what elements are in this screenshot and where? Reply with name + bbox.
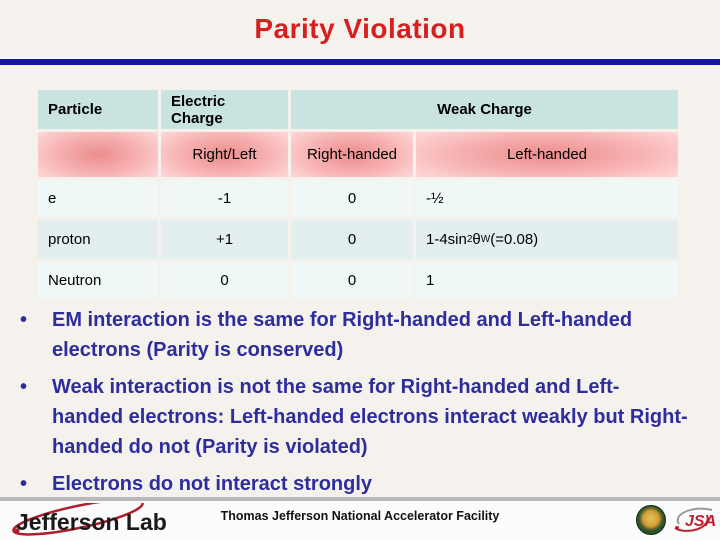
formula-prefix: 1-4sin [426, 231, 467, 248]
bullet-marker: • [20, 376, 28, 398]
subheader-blank [38, 132, 158, 177]
table-row-e-electric: -1 [161, 180, 288, 217]
jsa-logo-text: JSA [685, 513, 716, 530]
jefferson-lab-logo: Jefferson Lab [12, 503, 167, 536]
table-row-neutron-weak-right: 0 [291, 262, 413, 298]
table-row-proton-particle: proton [38, 220, 158, 259]
col-header-particle: Particle [38, 90, 158, 129]
table-row-proton-weak-right: 0 [291, 220, 413, 259]
table-row-neutron-particle: Neutron [38, 262, 158, 298]
bullet-item-electrons-strong: • Electrons do not interact strongly [14, 469, 710, 499]
table-row-e-weak-right: 0 [291, 180, 413, 217]
subheader-right-handed: Right-handed [291, 132, 413, 177]
jlab-orbit-dot-icon [14, 528, 20, 534]
table-row-e-weak-left: -½ [416, 180, 678, 217]
jsa-swoosh-gray-icon [676, 507, 713, 525]
footer: Jefferson Lab Thomas Jefferson National … [0, 501, 720, 540]
subheader-right-left: Right/Left [161, 132, 288, 177]
table-row-proton-electric: +1 [161, 220, 288, 259]
table-row-neutron-electric: 0 [161, 262, 288, 298]
bullet-item-em-interaction: • EM interaction is the same for Right-h… [14, 305, 710, 365]
subheader-left-handed: Left-handed [416, 132, 678, 177]
doe-seal-icon [636, 505, 666, 535]
table-row-e-particle: e [38, 180, 158, 217]
particle-charge-table: Particle Electric Charge Weak Charge Rig… [38, 90, 678, 298]
jsa-dot-icon [675, 526, 679, 530]
table-row-neutron-weak-left: 1 [416, 262, 678, 298]
jefferson-lab-logo-text: Jefferson Lab [16, 509, 167, 535]
col-header-electric-charge: Electric Charge [161, 90, 288, 129]
bullet-marker: • [20, 473, 28, 495]
bullet-item-weak-interaction: • Weak interaction is not the same for R… [14, 372, 710, 462]
col-header-weak-charge: Weak Charge [291, 90, 678, 129]
bullet-text: EM interaction is the same for Right-han… [52, 309, 633, 361]
page-title: Parity Violation [254, 13, 466, 44]
facility-banner: Thomas Jefferson National Accelerator Fa… [220, 509, 500, 523]
bullet-text: Electrons do not interact strongly [52, 473, 373, 495]
formula-theta: θ [472, 231, 481, 248]
jlab-swoosh-icon [12, 503, 144, 536]
bullet-marker: • [20, 309, 28, 331]
title-divider [0, 59, 720, 65]
footer-divider [0, 497, 720, 501]
bullet-list: • EM interaction is the same for Right-h… [14, 305, 710, 506]
jsa-logo: JSA [674, 507, 716, 532]
bullet-text: Weak interaction is not the same for Rig… [52, 376, 688, 458]
formula-suffix: (=0.08) [490, 231, 539, 248]
table-row-proton-weak-left: 1-4sin 2 θ W (=0.08) [416, 220, 678, 259]
